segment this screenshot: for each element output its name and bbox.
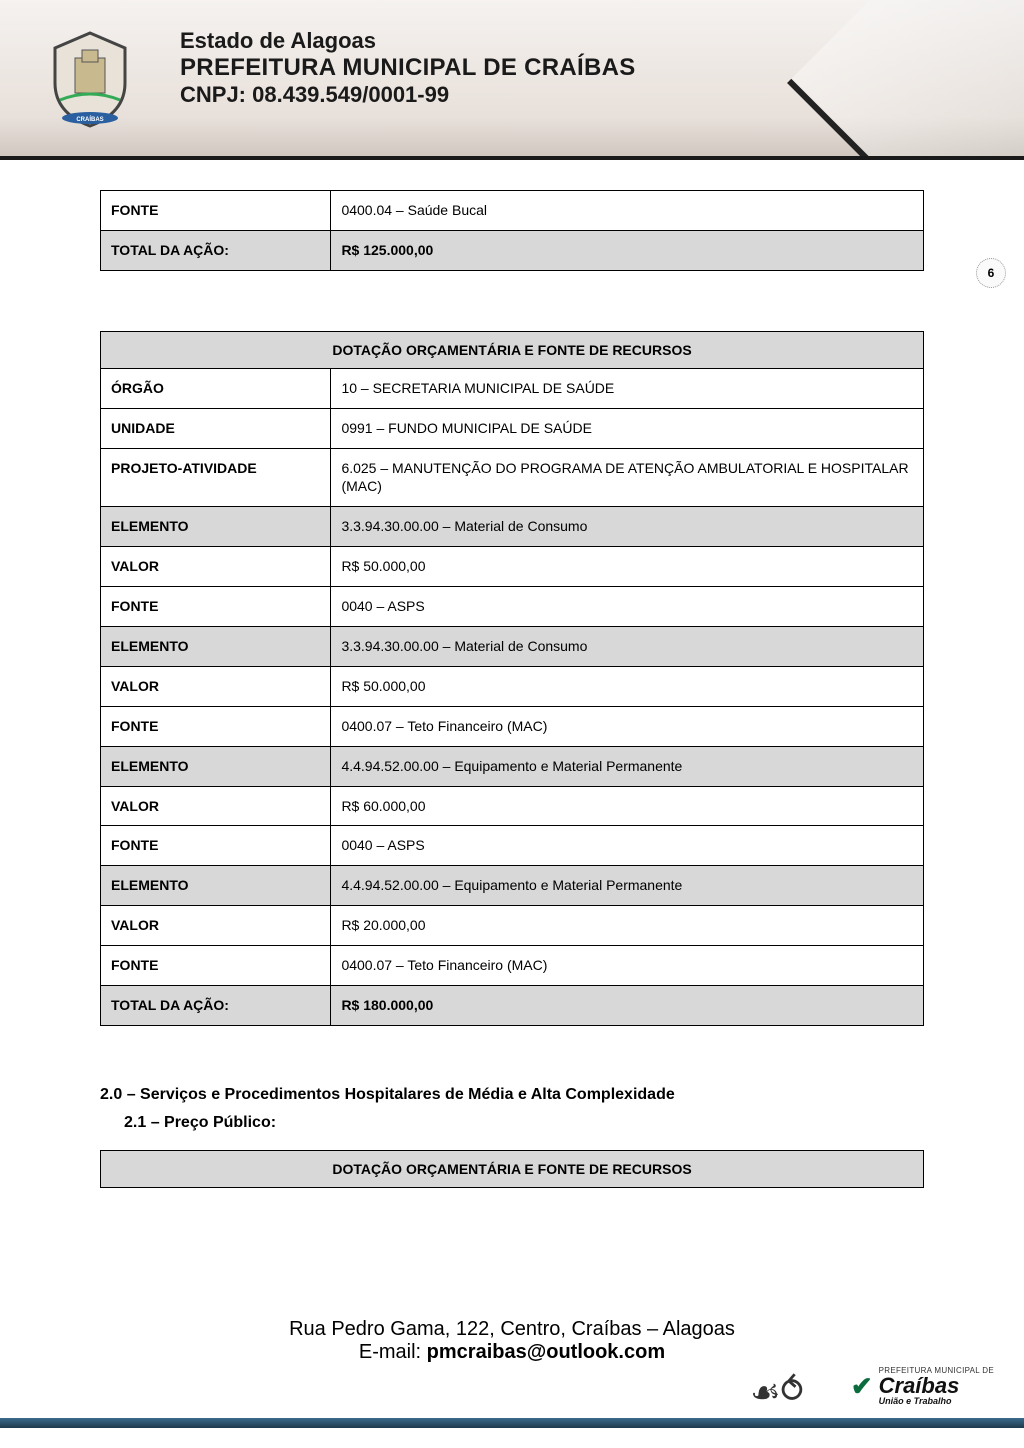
row-label: FONTE	[101, 191, 331, 231]
header-cnpj: CNPJ: 08.439.549/0001-99	[180, 82, 984, 108]
row-label: FONTE	[101, 587, 331, 627]
table-row: ELEMENTO3.3.94.30.00.00 – Material de Co…	[101, 507, 924, 547]
letterhead-header: CRAÍBAS Estado de Alagoas PREFEITURA MUN…	[0, 0, 1024, 160]
subsection-heading-2-1: 2.1 – Preço Público:	[124, 1114, 924, 1132]
table-section-title: DOTAÇÃO ORÇAMENTÁRIA E FONTE DE RECURSOS	[101, 1150, 924, 1187]
row-label: TOTAL DA AÇÃO:	[101, 230, 331, 270]
table-row: FONTE0400.04 – Saúde Bucal	[101, 191, 924, 231]
header-text: Estado de Alagoas PREFEITURA MUNICIPAL D…	[180, 28, 984, 108]
row-label: VALOR	[101, 547, 331, 587]
row-value: 0400.07 – Teto Financeiro (MAC)	[331, 706, 924, 746]
brand-mark-icon: ✔	[851, 1371, 873, 1402]
table-row: TOTAL DA AÇÃO:R$ 125.000,00	[101, 230, 924, 270]
footer-address: Rua Pedro Gama, 122, Centro, Craíbas – A…	[40, 1318, 984, 1341]
table-row: ELEMENTO4.4.94.52.00.00 – Equipamento e …	[101, 866, 924, 906]
row-value: 0400.04 – Saúde Bucal	[331, 191, 924, 231]
row-label: ELEMENTO	[101, 746, 331, 786]
row-value: R$ 125.000,00	[331, 230, 924, 270]
page: CRAÍBAS Estado de Alagoas PREFEITURA MUN…	[0, 0, 1024, 1448]
row-value: R$ 60.000,00	[331, 786, 924, 826]
svg-text:CRAÍBAS: CRAÍBAS	[76, 115, 103, 123]
row-value: 6.025 – MANUTENÇÃO DO PROGRAMA DE ATENÇÃ…	[331, 448, 924, 507]
row-label: VALOR	[101, 906, 331, 946]
table-row: ELEMENTO3.3.94.30.00.00 – Material de Co…	[101, 627, 924, 667]
brand-city: Craíbas	[879, 1375, 994, 1397]
row-value: R$ 50.000,00	[331, 547, 924, 587]
table-row: VALORR$ 60.000,00	[101, 786, 924, 826]
row-label: VALOR	[101, 786, 331, 826]
row-label: ELEMENTO	[101, 627, 331, 667]
budget-summary-table-1: FONTE0400.04 – Saúde BucalTOTAL DA AÇÃO:…	[100, 190, 924, 271]
row-label: FONTE	[101, 706, 331, 746]
row-label: ELEMENTO	[101, 866, 331, 906]
table-section-title: DOTAÇÃO ORÇAMENTÁRIA E FONTE DE RECURSOS	[101, 331, 924, 368]
footer-email-line: E-mail: pmcraibas@outlook.com	[40, 1341, 984, 1364]
footer-email-value: pmcraibas@outlook.com	[427, 1341, 665, 1363]
table-row: TOTAL DA AÇÃO:R$ 180.000,00	[101, 986, 924, 1026]
table-row: FONTE0040 – ASPS	[101, 587, 924, 627]
table-row: VALORR$ 20.000,00	[101, 906, 924, 946]
budget-allocation-table: DOTAÇÃO ORÇAMENTÁRIA E FONTE DE RECURSOS…	[100, 331, 924, 1026]
row-value: R$ 20.000,00	[331, 906, 924, 946]
row-value: R$ 50.000,00	[331, 666, 924, 706]
section-heading-2-0: 2.0 – Serviços e Procedimentos Hospitala…	[100, 1086, 924, 1104]
footer-email-label: E-mail:	[359, 1341, 427, 1363]
table-row: PROJETO-ATIVIDADE6.025 – MANUTENÇÃO DO P…	[101, 448, 924, 507]
table-row: FONTE0400.07 – Teto Financeiro (MAC)	[101, 946, 924, 986]
row-label: PROJETO-ATIVIDADE	[101, 448, 331, 507]
municipal-crest-icon: CRAÍBAS	[40, 28, 140, 128]
table-row: FONTE0040 – ASPS	[101, 826, 924, 866]
table-row: ÓRGÃO10 – SECRETARIA MUNICIPAL DE SAÚDE	[101, 368, 924, 408]
footer-color-bar	[0, 1418, 1024, 1428]
handwritten-signature-icon: ☙⥀	[749, 1370, 805, 1414]
row-label: FONTE	[101, 946, 331, 986]
table-row: VALORR$ 50.000,00	[101, 666, 924, 706]
row-value: 0400.07 – Teto Financeiro (MAC)	[331, 946, 924, 986]
row-value: 4.4.94.52.00.00 – Equipamento e Material…	[331, 866, 924, 906]
footer-brand: ✔ PREFEITURA MUNICIPAL DE Craíbas União …	[851, 1367, 994, 1406]
table-row: VALORR$ 50.000,00	[101, 547, 924, 587]
table-row: FONTE0400.07 – Teto Financeiro (MAC)	[101, 706, 924, 746]
table-row: UNIDADE0991 – FUNDO MUNICIPAL DE SAÚDE	[101, 408, 924, 448]
row-label: UNIDADE	[101, 408, 331, 448]
header-title: PREFEITURA MUNICIPAL DE CRAÍBAS	[180, 54, 984, 82]
row-label: ÓRGÃO	[101, 368, 331, 408]
row-label: FONTE	[101, 826, 331, 866]
row-value: 3.3.94.30.00.00 – Material de Consumo	[331, 507, 924, 547]
table-row: ELEMENTO4.4.94.52.00.00 – Equipamento e …	[101, 746, 924, 786]
budget-allocation-table-3: DOTAÇÃO ORÇAMENTÁRIA E FONTE DE RECURSOS	[100, 1150, 924, 1188]
brand-motto: União e Trabalho	[879, 1397, 994, 1406]
brand-text: PREFEITURA MUNICIPAL DE Craíbas União e …	[879, 1367, 994, 1406]
row-value: 3.3.94.30.00.00 – Material de Consumo	[331, 627, 924, 667]
row-label: TOTAL DA AÇÃO:	[101, 986, 331, 1026]
row-value: 0040 – ASPS	[331, 826, 924, 866]
letterhead-footer: Rua Pedro Gama, 122, Centro, Craíbas – A…	[0, 1318, 1024, 1448]
row-label: ELEMENTO	[101, 507, 331, 547]
row-value: 10 – SECRETARIA MUNICIPAL DE SAÚDE	[331, 368, 924, 408]
row-value: R$ 180.000,00	[331, 986, 924, 1026]
row-value: 4.4.94.52.00.00 – Equipamento e Material…	[331, 746, 924, 786]
document-body: FONTE0400.04 – Saúde BucalTOTAL DA AÇÃO:…	[0, 160, 1024, 1188]
row-label: VALOR	[101, 666, 331, 706]
page-number-badge: 6	[976, 258, 1006, 288]
row-value: 0040 – ASPS	[331, 587, 924, 627]
header-state: Estado de Alagoas	[180, 28, 984, 54]
row-value: 0991 – FUNDO MUNICIPAL DE SAÚDE	[331, 408, 924, 448]
